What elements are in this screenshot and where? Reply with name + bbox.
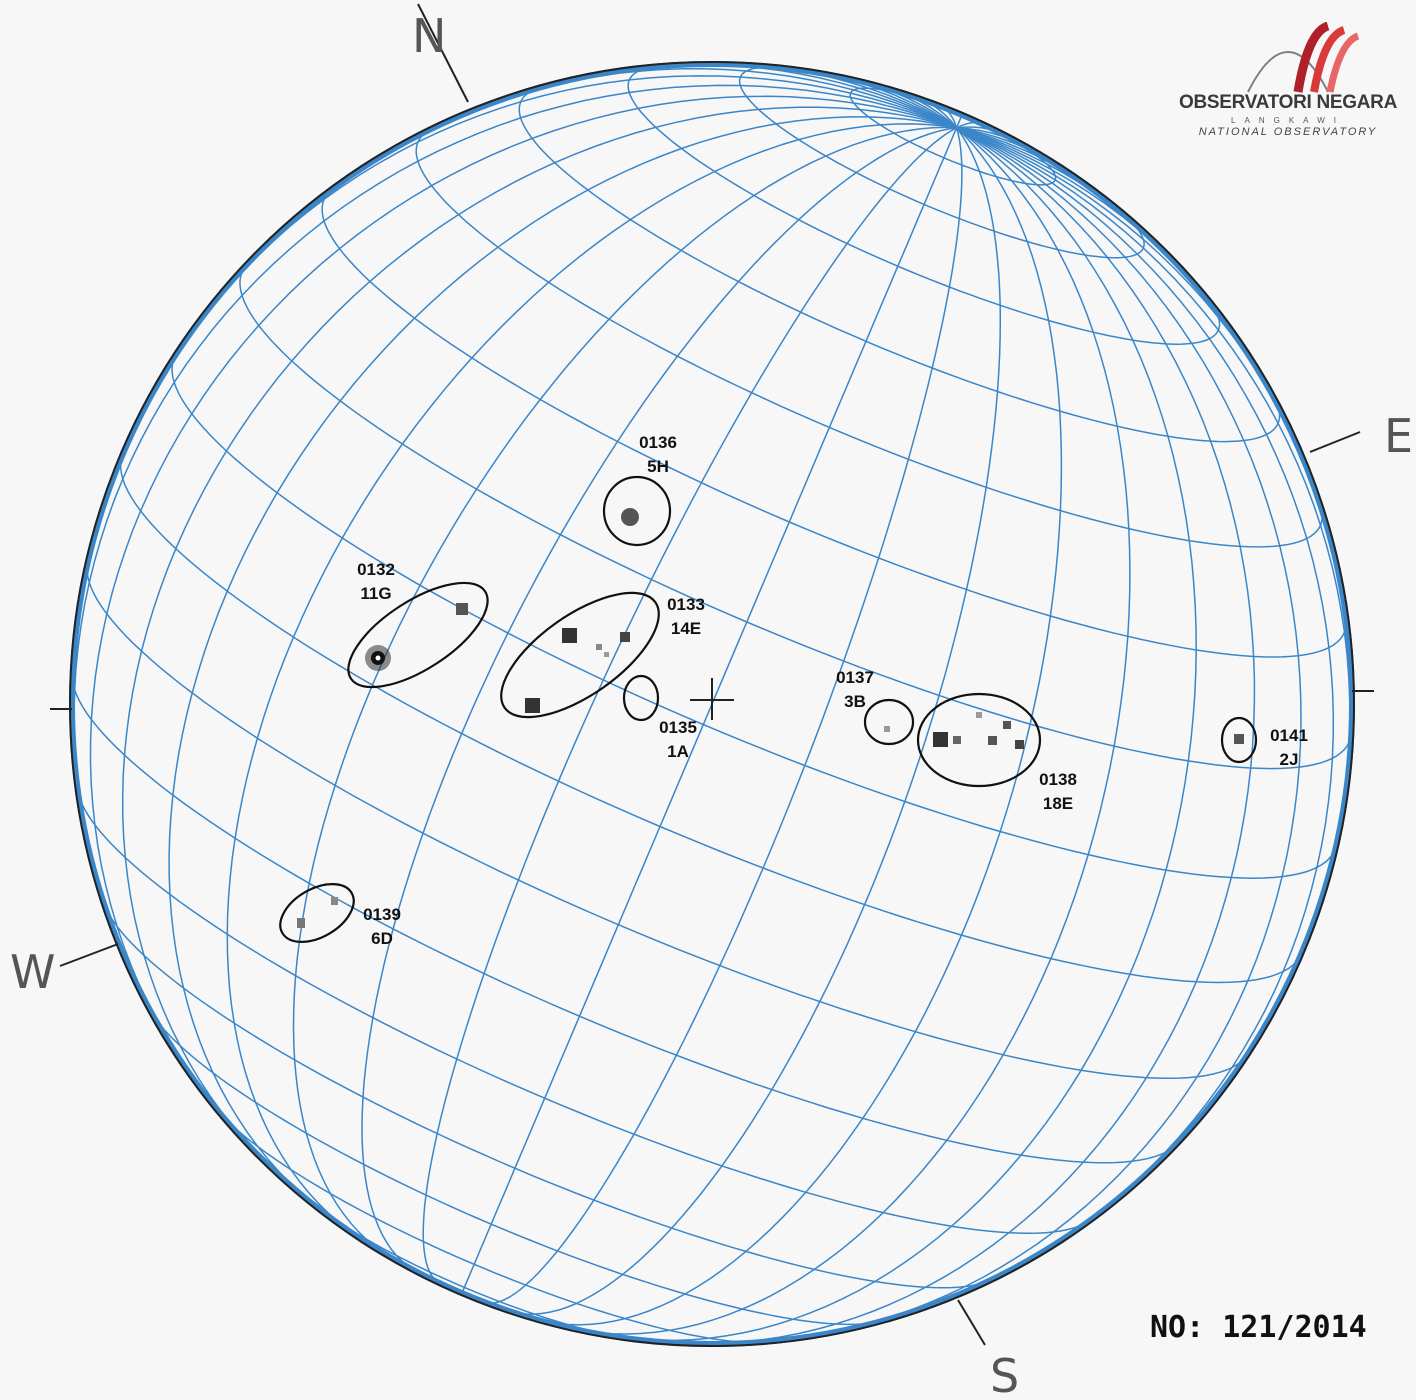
logo-title: OBSERVATORI NEGARA (1178, 92, 1398, 113)
group-number-0141: 0141 (1270, 726, 1308, 745)
grid-line (956, 127, 1335, 1271)
group-class-0136: 5H (647, 457, 669, 476)
group-outlines (279, 475, 1258, 943)
group-labels: 0132 11G 0133 14E 0135 1A 0136 5H 0137 3… (357, 433, 1308, 948)
group-class-0133: 14E (671, 619, 701, 638)
grid-line (104, 906, 989, 1289)
grid-line (685, 127, 1256, 1344)
grid-line (956, 127, 1322, 507)
sunspot (933, 732, 948, 747)
sunspot (604, 652, 609, 657)
observatory-arcs-icon (1247, 21, 1360, 93)
grid-line (168, 116, 957, 1208)
grid-line (570, 127, 1131, 1335)
sunspot (456, 603, 468, 615)
north-label: N (412, 9, 446, 63)
west-label: W (10, 945, 55, 999)
group-ellipse-0136 (602, 475, 672, 547)
report-number: NO: 121/2014 (1150, 1310, 1367, 1345)
observatory-logo: OBSERVATORI NEGARA LANGKAWI NATIONAL OBS… (1178, 21, 1398, 142)
east-axis-line (1309, 431, 1361, 453)
group-class-0138: 18E (1043, 794, 1073, 813)
grid-line (121, 106, 957, 1168)
sunspot (525, 698, 540, 713)
grid-line (119, 453, 1302, 984)
grid-line (73, 84, 957, 882)
group-ellipse-0137 (863, 698, 915, 746)
grid-line (361, 127, 957, 1271)
logo-subtitle: LANGKAWI (1231, 116, 1345, 125)
south-axis-line (957, 1299, 986, 1346)
sunspot-core (375, 655, 381, 661)
group-class-0139: 6D (371, 929, 393, 948)
group-number-0136: 0136 (639, 433, 677, 452)
grid-line (511, 127, 1002, 1315)
sunspot (1003, 721, 1011, 729)
group-class-0137: 3B (844, 692, 866, 711)
sunspots (297, 508, 1244, 928)
group-number-0135: 0135 (659, 718, 697, 737)
grid-line (518, 86, 1281, 443)
grid-line (461, 127, 958, 1294)
group-ellipse-0141 (1220, 716, 1258, 764)
group-ellipse-0132 (347, 581, 489, 689)
heliographic-grid (72, 64, 1352, 1344)
disk-limb-blue (69, 61, 1355, 1347)
west-axis-line (59, 943, 119, 967)
sunspot (988, 736, 997, 745)
grid-line (226, 123, 957, 1241)
group-ellipse-0139 (279, 883, 355, 943)
north-axis-line (417, 3, 469, 103)
sunspot (976, 712, 982, 718)
sunspot (331, 897, 338, 905)
sunspot (620, 632, 630, 642)
group-number-0132: 0132 (357, 560, 395, 579)
grid-line (422, 127, 957, 1283)
group-class-0141: 2J (1280, 750, 1299, 769)
sunspot (884, 726, 890, 732)
disk-limb (69, 61, 1355, 1347)
grid-line (77, 792, 1090, 1235)
group-class-0135: 1A (667, 742, 689, 761)
group-number-0137: 0137 (836, 668, 874, 687)
grid-line (171, 353, 1337, 879)
grid-line (321, 188, 1348, 658)
grid-line (415, 127, 1323, 548)
east-label: E (1384, 409, 1413, 463)
group-class-0132: 11G (360, 584, 391, 603)
group-ellipse-0133 (500, 591, 660, 719)
sunspot (1015, 740, 1024, 749)
grid-line (86, 566, 1246, 1080)
group-number-0139: 0139 (363, 905, 401, 924)
grid-line (788, 127, 1302, 1341)
south-label: S (990, 1349, 1019, 1395)
group-number-0133: 0133 (667, 595, 705, 614)
sunspot (596, 644, 602, 650)
group-ellipse-0138 (916, 692, 1042, 788)
grid-line (239, 264, 1352, 770)
grid-line (486, 127, 963, 1304)
group-ellipse-0135 (622, 674, 660, 722)
group-number-0138: 0138 (1039, 770, 1077, 789)
sunspot (621, 508, 639, 526)
logo-tagline: NATIONAL OBSERVATORY (1198, 126, 1378, 138)
grid-line (534, 127, 1063, 1326)
grid-line (89, 95, 957, 1091)
sunspot (953, 736, 961, 744)
grid-line (625, 127, 1197, 1342)
sunspot (1234, 734, 1244, 744)
sunspot (297, 918, 305, 928)
grid-line (292, 126, 957, 1260)
sunspot (562, 628, 577, 643)
